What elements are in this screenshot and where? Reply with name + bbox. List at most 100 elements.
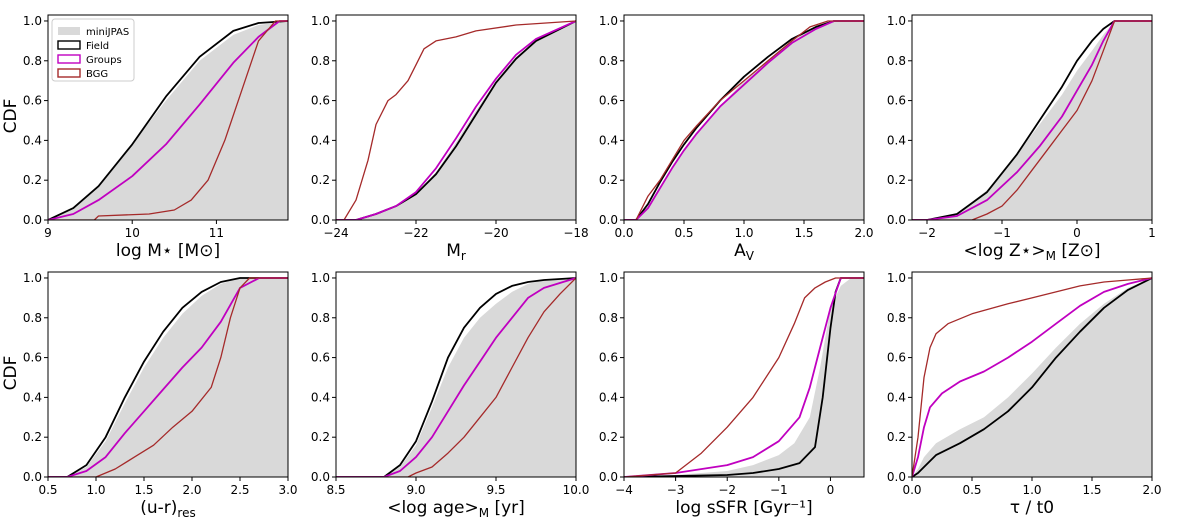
x-tick-label: 0.5 <box>38 483 57 497</box>
series-minijpas-area <box>336 21 576 220</box>
x-tick-label: 2.0 <box>854 226 873 240</box>
series-field-line <box>912 20 1152 220</box>
y-tick-label: 1.0 <box>599 14 618 28</box>
plot-area <box>336 277 576 477</box>
y-tick-label: 0.6 <box>599 94 618 108</box>
y-tick-label: 0.2 <box>311 173 330 187</box>
x-tick-label: −1 <box>770 483 788 497</box>
series-minijpas-area <box>48 278 288 477</box>
series-field-line <box>336 277 576 477</box>
x-tick-label: 0.0 <box>902 483 921 497</box>
x-tick-label: 9 <box>44 226 52 240</box>
y-tick-label: 0.6 <box>887 94 906 108</box>
y-tick-label: 1.0 <box>887 14 906 28</box>
x-tick-label: 1.5 <box>794 226 813 240</box>
x-tick-label: 10 <box>125 226 140 240</box>
y-tick-label: 0.0 <box>599 213 618 227</box>
plot-area <box>336 20 576 220</box>
x-tick-label: −3 <box>667 483 685 497</box>
y-axis-label-top: CDF <box>1 99 21 134</box>
y-tick-label: 1.0 <box>599 271 618 285</box>
axes-frame <box>911 14 1153 221</box>
plot-area <box>912 20 1152 220</box>
y-tick-label: 0.2 <box>23 430 42 444</box>
y-tick-label: 1.0 <box>311 271 330 285</box>
series-bgg-line <box>624 277 864 477</box>
x-tick-label: 2.0 <box>1142 483 1161 497</box>
axes-frame <box>335 14 577 221</box>
x-tick-label: 0.5 <box>962 483 981 497</box>
x-axis-label: <log Z⋆>M [Z⊙] <box>963 241 1100 263</box>
plot-area <box>912 277 1152 477</box>
y-tick-label: 0.4 <box>599 390 618 404</box>
series-bgg-line <box>336 20 576 220</box>
x-tick-label: 1.0 <box>1022 483 1041 497</box>
x-axis-label: (u-r)res <box>140 498 195 520</box>
x-tick-label: −18 <box>563 226 588 240</box>
x-tick-label: −2 <box>918 226 936 240</box>
y-tick-label: 0.2 <box>311 430 330 444</box>
y-tick-label: 0.8 <box>23 311 42 325</box>
y-tick-label: 0.0 <box>23 213 42 227</box>
x-tick-label: 9.5 <box>486 483 505 497</box>
series-bgg-line <box>48 20 288 220</box>
legend-swatch-bgg <box>57 68 81 78</box>
series-field-line <box>48 20 288 220</box>
x-tick-label: 1.5 <box>1082 483 1101 497</box>
y-tick-label: 0.6 <box>887 351 906 365</box>
axes-frame <box>623 271 865 478</box>
series-bgg-line <box>912 277 1152 477</box>
y-tick-label: 0.0 <box>887 470 906 484</box>
y-tick-label: 0.0 <box>311 213 330 227</box>
y-tick-label: 0.8 <box>887 311 906 325</box>
y-tick-label: 0.4 <box>311 133 330 147</box>
panel-4: 0.0 0.2 0.4 0.6 0.8 1.0 −2 −1 0 1 <log Z⋆>M [Z⊙] <box>887 14 1156 263</box>
x-tick-label: −2 <box>718 483 736 497</box>
x-axis-label: <log age>M [yr] <box>387 498 525 520</box>
panel-7: 0.0 0.2 0.4 0.6 0.8 1.0 −4 −3 −2 −1 0 log sSFR [Gyr… <box>599 271 865 518</box>
series-bgg-line <box>912 20 1152 220</box>
x-tick-label: 10.0 <box>563 483 590 497</box>
y-tick-label: 0.2 <box>599 173 618 187</box>
y-tick-label: 0.2 <box>887 173 906 187</box>
x-tick-label: 1.5 <box>134 483 153 497</box>
plot-area <box>624 20 864 220</box>
y-tick-label: 1.0 <box>23 14 42 28</box>
x-axis-label: Mr <box>446 241 466 263</box>
x-tick-label: −4 <box>615 483 633 497</box>
series-minijpas-area <box>912 278 1152 477</box>
x-tick-label: 1 <box>1148 226 1156 240</box>
x-tick-label: −24 <box>323 226 348 240</box>
series-field-line <box>912 277 1152 477</box>
y-tick-label: 0.6 <box>23 351 42 365</box>
y-tick-label: 0.0 <box>311 470 330 484</box>
panel-6: 0.0 0.2 0.4 0.6 0.8 1.0 8.5 9.0 9.5 10.0 <log age>… <box>311 271 589 520</box>
y-tick-label: 0.8 <box>599 54 618 68</box>
series-minijpas-area <box>336 278 576 477</box>
x-tick-label: −1 <box>993 226 1011 240</box>
plot-area <box>48 277 288 477</box>
panel-3: 0.0 0.2 0.4 0.6 0.8 1.0 0.0 0.5 1.0 1.5 2.0 AV <box>599 14 874 263</box>
x-tick-label: 9.0 <box>406 483 425 497</box>
x-tick-label: 0 <box>827 483 835 497</box>
series-minijpas-area <box>912 21 1152 220</box>
y-tick-label: 0.4 <box>23 390 42 404</box>
axes-frame <box>47 271 289 478</box>
y-tick-label: 0.8 <box>311 311 330 325</box>
y-tick-label: 0.4 <box>311 390 330 404</box>
legend-label-bgg: BGG <box>86 69 108 80</box>
legend-label-minijpas: miniJPAS <box>86 27 129 38</box>
x-tick-label: 0 <box>1073 226 1081 240</box>
series-groups-line <box>624 20 864 220</box>
series-minijpas-area <box>624 278 864 477</box>
series-groups-line <box>336 277 576 477</box>
y-tick-label: 0.4 <box>887 390 906 404</box>
y-tick-label: 0.0 <box>23 470 42 484</box>
legend-label-groups: Groups <box>86 55 122 66</box>
panel-8: 0.0 0.2 0.4 0.6 0.8 1.0 0.0 0.5 1.0 1.5 2.0 τ / t0 <box>887 271 1162 518</box>
axes-frame <box>335 271 577 478</box>
y-tick-label: 0.8 <box>887 54 906 68</box>
x-tick-label: −22 <box>403 226 428 240</box>
